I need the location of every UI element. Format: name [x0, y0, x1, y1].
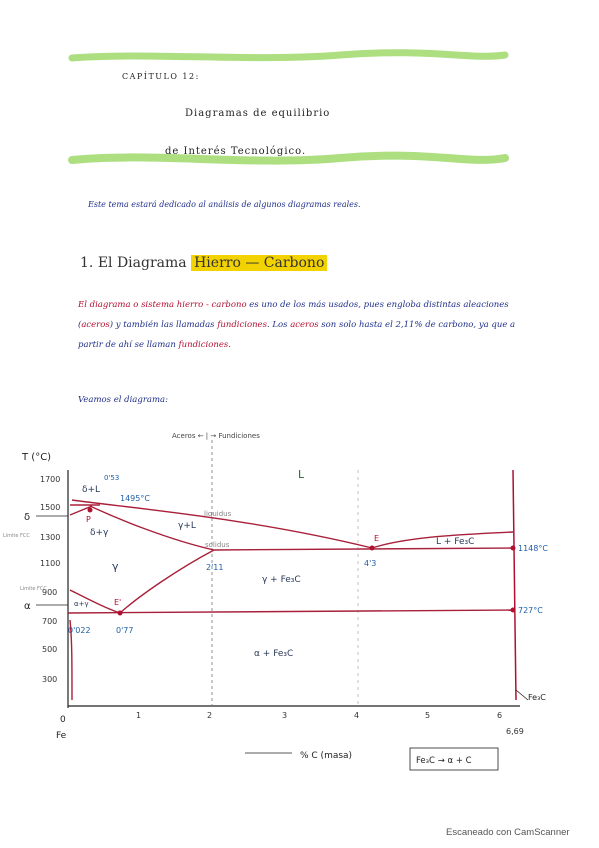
region-delta-L: δ+L: [82, 485, 100, 495]
scanner-watermark: Escaneado con CamScanner: [446, 827, 570, 838]
region-gamma-Fe3C: γ + Fe₃C: [262, 575, 301, 585]
y-ticks: 1700 1500 1300 1100 900 700 500 300: [40, 475, 60, 684]
para-part-6: . Los: [266, 320, 291, 330]
point-Ep: [117, 610, 123, 616]
fe3c-vertical: [512, 469, 517, 701]
label-fe3c: Fe₃C: [528, 693, 546, 702]
eutectic-line: [213, 547, 514, 551]
intro2-text: Veamos el diagrama:: [78, 395, 168, 405]
y-tick-1500: 1500: [40, 503, 60, 512]
x-end-label: 6,69: [506, 727, 524, 736]
label-727: 727°C: [518, 606, 543, 615]
title-line-2: de Interés Tecnológico.: [165, 146, 307, 157]
title-line-1: Diagramas de equilibrio: [185, 108, 331, 119]
x-tick-6: 6: [497, 711, 502, 720]
steel-iron-note: Aceros ← | → Fundiciones: [172, 432, 260, 440]
x-axis-label: % C (masa): [300, 751, 352, 761]
chapter-label: CAPÍTULO 12:: [122, 72, 200, 81]
point-1148: [510, 545, 516, 551]
intro-text: Este tema estará dedicado al análisis de…: [88, 200, 361, 209]
para-part-10: .: [228, 340, 231, 350]
section-prefix: El Diagrama: [97, 255, 187, 271]
label-1148: 1148°C: [518, 544, 548, 553]
para-red-3: aceros: [81, 320, 110, 330]
y-tick-1300: 1300: [40, 533, 60, 542]
para-part-2: es uno de los más usados, pues engloba d…: [78, 300, 509, 330]
region-gamma-L: γ+L: [178, 521, 196, 531]
y-tick-1100: 1100: [40, 559, 60, 568]
point-727: [510, 607, 516, 613]
point-P: [87, 507, 93, 513]
para-red-1: El diagrama o sistema hierro - carbono: [78, 300, 247, 310]
x-tick-1: 1: [136, 711, 141, 720]
x-tick-3: 3: [282, 711, 287, 720]
label-curie-2: Límite FCC: [20, 585, 47, 592]
label-1495: 1495°C: [120, 494, 150, 503]
x-tick-5: 5: [425, 711, 430, 720]
x-origin: 0: [60, 715, 66, 725]
label-0-77: 0'77: [116, 626, 133, 635]
fe3c-arrow: [515, 689, 529, 701]
label-Ep: E': [114, 598, 121, 607]
para-red-5: fundiciones: [217, 320, 267, 330]
para-part-4: ) y también las llamadas: [109, 320, 218, 330]
label-4-3: 4'3: [364, 559, 376, 568]
y-tick-1700: 1700: [40, 475, 60, 484]
section-number: 1.: [80, 255, 94, 271]
region-L: L: [298, 468, 305, 481]
y-tick-300: 300: [42, 675, 57, 684]
label-delta: δ: [24, 512, 30, 523]
label-0-53: 0'53: [104, 474, 119, 482]
y-axis-label: T (°C): [21, 452, 51, 463]
point-E: [369, 545, 375, 551]
section-heading: 1. El Diagrama Hierro — Carbono: [80, 255, 328, 271]
label-E: E: [374, 534, 379, 543]
label-2-11: 2'11: [206, 563, 223, 572]
region-gamma: γ: [112, 560, 119, 573]
liquidus-line: [71, 499, 373, 549]
acm-line: [119, 549, 215, 614]
liquidus-right: [371, 531, 514, 549]
label-liquidus: liquidus: [204, 510, 232, 518]
body-paragraph: El diagrama o sistema hierro - carbono e…: [78, 295, 523, 355]
label-0-022: 0'022: [68, 626, 91, 635]
x-tick-4: 4: [354, 711, 359, 720]
label-alpha: α: [24, 601, 31, 612]
x-fe-label: Fe: [56, 731, 67, 741]
top-green-stroke: [68, 49, 509, 62]
x-tick-2: 2: [207, 711, 212, 720]
reaction-box: [409, 747, 499, 771]
section-highlight: Hierro — Carbono: [191, 255, 328, 271]
para-part-8: son solo hasta el 2,11% de carbono, ya q…: [78, 320, 516, 350]
x-ticks: 1 2 3 4 5 6 6,69: [136, 711, 524, 736]
solidus-line: [89, 505, 215, 551]
label-solidus: solidus: [205, 541, 230, 549]
delta-boundary: [69, 505, 93, 516]
y-tick-500: 500: [42, 645, 57, 654]
region-alpha-gamma: α+γ: [74, 600, 89, 608]
label-P: P: [86, 515, 91, 524]
y-tick-900: 900: [42, 588, 57, 597]
alpha-boundary: [69, 619, 73, 701]
label-curie: Límite FCC: [3, 532, 30, 539]
para-red-7: aceros: [290, 320, 319, 330]
a3-line: [69, 589, 121, 614]
bottom-green-stroke: [68, 151, 509, 165]
eutectoid-line: [67, 609, 514, 614]
y-tick-700: 700: [42, 617, 57, 626]
reaction-text: Fe₃C → α + C: [416, 756, 472, 766]
para-red-9: fundiciones: [178, 340, 229, 350]
region-L-Fe3C: L + Fe₃C: [436, 537, 474, 547]
region-alpha-Fe3C: α + Fe₃C: [254, 649, 293, 659]
region-delta-gamma: δ+γ: [90, 528, 109, 538]
